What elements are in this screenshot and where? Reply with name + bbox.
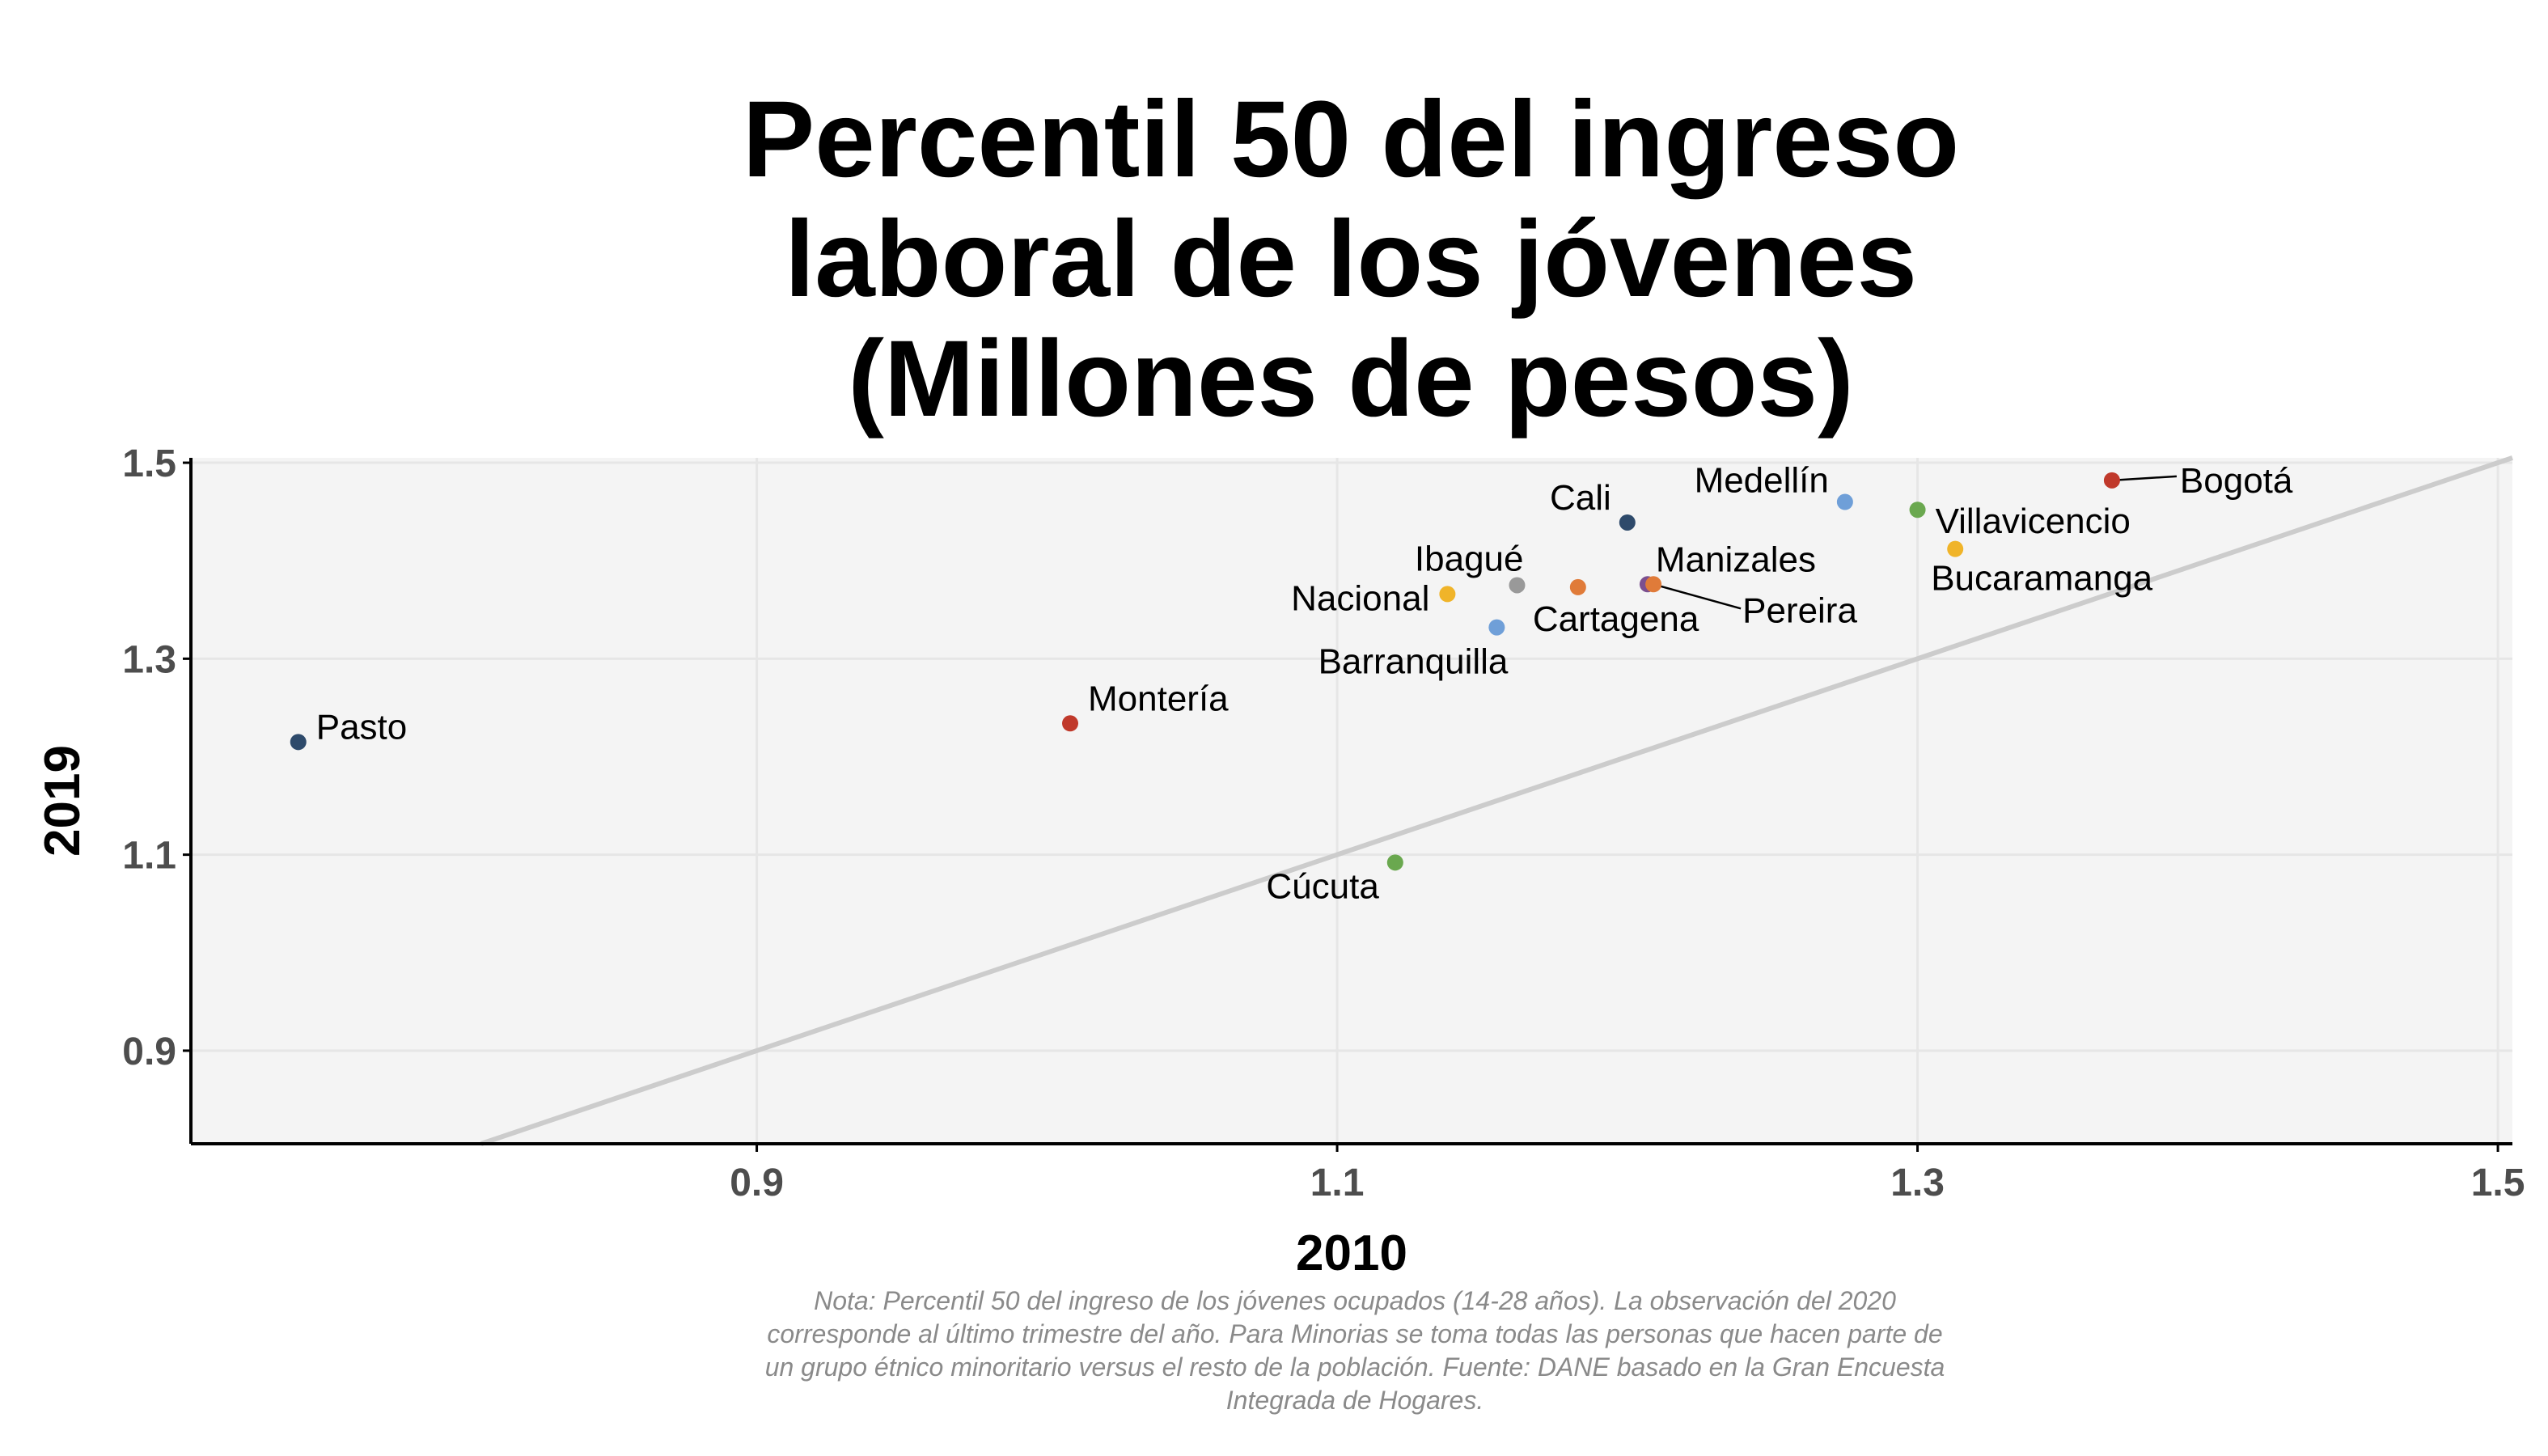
data-points (290, 472, 2120, 871)
point-ibague (1509, 577, 1526, 594)
point-villavicencio (1909, 502, 1926, 518)
point-barranquilla (1488, 619, 1505, 636)
point-label-medellin: Medellín (1695, 461, 1829, 501)
point-label-cucuta: Cúcuta (1266, 866, 1379, 906)
point-label-manizales: Manizales (1656, 540, 1816, 579)
y-tick-label: 1.1 (122, 835, 176, 878)
axis-ticks: 0.9 1.1 1.3 1.5 0.9 1.1 1.3 1.5 (122, 442, 2525, 1204)
plot-panel (191, 458, 2512, 1144)
chart-title-line-2: laboral de los jóvenes (784, 199, 1918, 320)
leader-line-pereira (1653, 583, 1742, 610)
point-monteria (1062, 715, 1079, 732)
y-tick-label: 1.3 (122, 638, 176, 681)
footnote-line-2: corresponde al último trimestre del año.… (767, 1319, 1943, 1348)
grid-lines (191, 458, 2512, 1144)
point-pereira (1645, 576, 1662, 593)
point-label-pereira: Pereira (1742, 590, 1857, 630)
point-label-cartagena: Cartagena (1533, 599, 1699, 639)
y-tick-label: 0.9 (122, 1031, 176, 1073)
footnote-line-1: Nota: Percentil 50 del ingreso de los jó… (814, 1286, 1896, 1315)
point-pasto (290, 734, 307, 751)
point-label-ibague: Ibagué (1415, 539, 1524, 578)
point-cucuta (1386, 854, 1403, 871)
point-label-monteria: Montería (1088, 679, 1229, 718)
x-tick-label: 1.1 (1310, 1162, 1365, 1204)
point-cartagena (1569, 578, 1586, 595)
point-label-cali: Cali (1550, 478, 1611, 518)
chart-title-line-3: (Millones de pesos) (848, 319, 1854, 439)
point-label-bucaramanga: Bucaramanga (1931, 559, 2152, 599)
label-leader-lines (1653, 475, 2178, 610)
point-label-bogota: Bogotá (2180, 461, 2293, 501)
y-axis-title: 2019 (35, 745, 91, 857)
x-tick-label: 1.5 (2471, 1162, 2525, 1204)
point-medellin (1836, 493, 1853, 510)
leader-line-bogota (2111, 475, 2178, 482)
point-cali (1619, 514, 1636, 531)
point-nacional (1439, 586, 1456, 603)
point-labels: Pasto Montería Cúcuta Nacional Barranquilla I… (316, 461, 2293, 907)
point-label-pasto: Pasto (316, 707, 408, 747)
point-label-nacional: Nacional (1291, 578, 1429, 618)
x-axis-title: 2010 (1296, 1225, 1407, 1281)
x-tick-label: 0.9 (730, 1162, 784, 1204)
point-bucaramanga (1947, 540, 1964, 557)
x-tick-label: 1.3 (1890, 1162, 1945, 1204)
y-tick-label: 1.5 (122, 442, 176, 485)
chart-title-line-1: Percentil 50 del ingreso (742, 79, 1960, 200)
footnote-line-4: Integrada de Hogares. (1225, 1386, 1484, 1415)
point-bogota (2103, 472, 2120, 489)
reference-line-y-equals-x (480, 455, 2513, 1146)
point-label-villavicencio: Villavicencio (1936, 502, 2131, 541)
point-label-barranquilla: Barranquilla (1318, 642, 1509, 682)
footnote-line-3: un grupo étnico minoritario versus el re… (764, 1352, 1945, 1382)
